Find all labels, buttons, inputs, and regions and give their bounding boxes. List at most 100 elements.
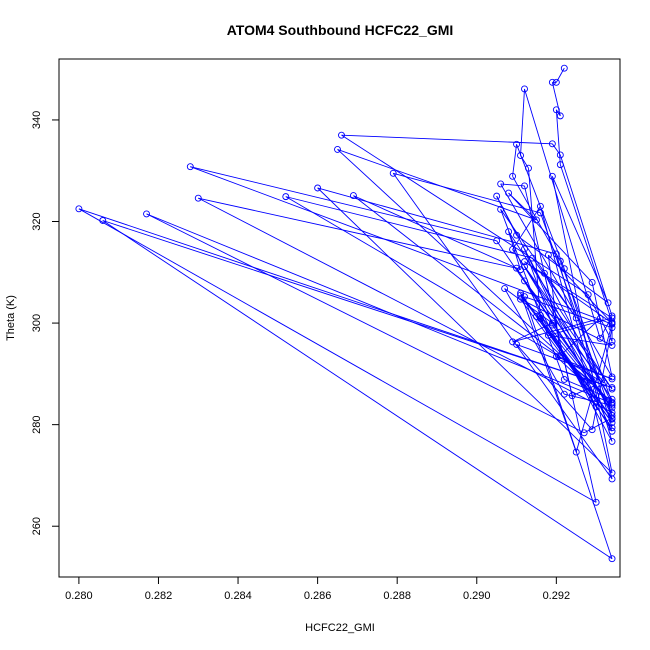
y-tick-label: 280 bbox=[31, 415, 43, 433]
data-point bbox=[608, 424, 616, 432]
data-point bbox=[548, 78, 556, 86]
data-point bbox=[588, 279, 596, 286]
series-segment bbox=[500, 209, 577, 319]
data-point bbox=[548, 172, 556, 180]
series-segment bbox=[341, 134, 589, 296]
series-segment bbox=[190, 166, 613, 325]
series-segment bbox=[559, 154, 613, 317]
series-segment bbox=[285, 196, 605, 384]
chart-title: ATOM4 Southbound HCFC22_GMI bbox=[227, 22, 454, 38]
series-segment bbox=[520, 294, 613, 420]
x-tick-label: 0.282 bbox=[145, 590, 173, 602]
x-tick-label: 0.280 bbox=[65, 590, 93, 602]
data-point bbox=[525, 164, 532, 172]
data-point bbox=[521, 85, 528, 93]
x-tick-label: 0.284 bbox=[224, 590, 252, 602]
data-point bbox=[580, 379, 588, 386]
series-segment bbox=[190, 166, 497, 242]
data-point bbox=[588, 377, 596, 385]
series-segment bbox=[508, 231, 521, 270]
data-point bbox=[536, 315, 544, 322]
data-point bbox=[572, 314, 580, 322]
series-segment bbox=[555, 109, 561, 117]
series-segment bbox=[540, 315, 613, 406]
x-tick-label: 0.288 bbox=[383, 590, 411, 602]
series-segment bbox=[559, 164, 613, 323]
data-point bbox=[282, 193, 290, 201]
data-point bbox=[505, 228, 513, 236]
series-segment bbox=[500, 183, 613, 378]
data-point bbox=[509, 172, 517, 180]
data-point bbox=[540, 269, 548, 277]
data-point bbox=[608, 324, 616, 332]
data-point bbox=[584, 291, 592, 299]
series-segment bbox=[102, 220, 613, 560]
series-layer bbox=[75, 64, 616, 563]
series-segment bbox=[508, 231, 613, 390]
series-segment bbox=[512, 206, 541, 250]
series-segment bbox=[146, 213, 613, 404]
data-point bbox=[349, 192, 357, 200]
data-point bbox=[588, 426, 596, 434]
series-segment bbox=[524, 261, 613, 324]
series-segment bbox=[524, 261, 613, 319]
data-point bbox=[536, 209, 544, 217]
data-point bbox=[493, 192, 501, 200]
data-point bbox=[509, 338, 517, 346]
data-point bbox=[389, 169, 397, 177]
data-point bbox=[608, 412, 616, 419]
data-point bbox=[608, 399, 616, 407]
series-segment bbox=[78, 208, 613, 389]
series-segment bbox=[551, 324, 613, 409]
series-segment bbox=[524, 248, 553, 326]
x-axis-label: HCFC22_GMI bbox=[305, 622, 375, 634]
y-tick-label: 320 bbox=[31, 212, 43, 230]
series-segment bbox=[198, 197, 517, 269]
series-segment bbox=[591, 282, 613, 378]
data-point bbox=[521, 258, 528, 266]
data-point bbox=[556, 352, 564, 360]
data-point bbox=[532, 216, 540, 224]
data-point bbox=[186, 163, 194, 171]
data-point bbox=[608, 437, 616, 445]
data-point bbox=[588, 395, 596, 403]
series-segment bbox=[564, 393, 613, 406]
series-segment bbox=[341, 134, 553, 145]
data-point bbox=[608, 319, 616, 327]
data-point bbox=[608, 341, 616, 349]
data-point bbox=[497, 205, 505, 213]
data-point bbox=[596, 334, 604, 342]
data-point bbox=[552, 106, 560, 114]
data-point bbox=[194, 194, 202, 202]
data-point bbox=[604, 299, 612, 307]
data-point bbox=[314, 184, 322, 192]
data-point bbox=[521, 245, 528, 253]
data-point bbox=[608, 337, 616, 345]
series-segment bbox=[551, 176, 609, 303]
series-segment bbox=[524, 296, 613, 559]
data-point bbox=[608, 401, 616, 409]
data-point bbox=[544, 251, 552, 259]
series-segment bbox=[512, 144, 517, 177]
series-segment bbox=[317, 187, 557, 255]
data-point bbox=[548, 319, 556, 327]
data-point bbox=[552, 250, 560, 258]
data-point bbox=[556, 257, 564, 265]
data-point bbox=[592, 403, 600, 411]
data-point bbox=[513, 140, 521, 148]
data-point bbox=[608, 373, 616, 381]
data-point bbox=[580, 429, 588, 437]
data-point bbox=[517, 152, 524, 159]
data-point bbox=[568, 392, 576, 400]
data-point bbox=[608, 415, 616, 423]
data-point bbox=[608, 419, 616, 427]
x-axis: 0.280 0.282 0.284 0.286 0.288 0.290 0.292 bbox=[65, 576, 570, 602]
data-point bbox=[552, 353, 560, 361]
data-point bbox=[608, 384, 616, 392]
data-point bbox=[75, 205, 83, 213]
series-segment bbox=[548, 254, 613, 324]
data-point bbox=[608, 469, 616, 477]
data-point bbox=[529, 254, 536, 262]
data-point bbox=[536, 312, 544, 319]
data-point bbox=[608, 427, 616, 435]
